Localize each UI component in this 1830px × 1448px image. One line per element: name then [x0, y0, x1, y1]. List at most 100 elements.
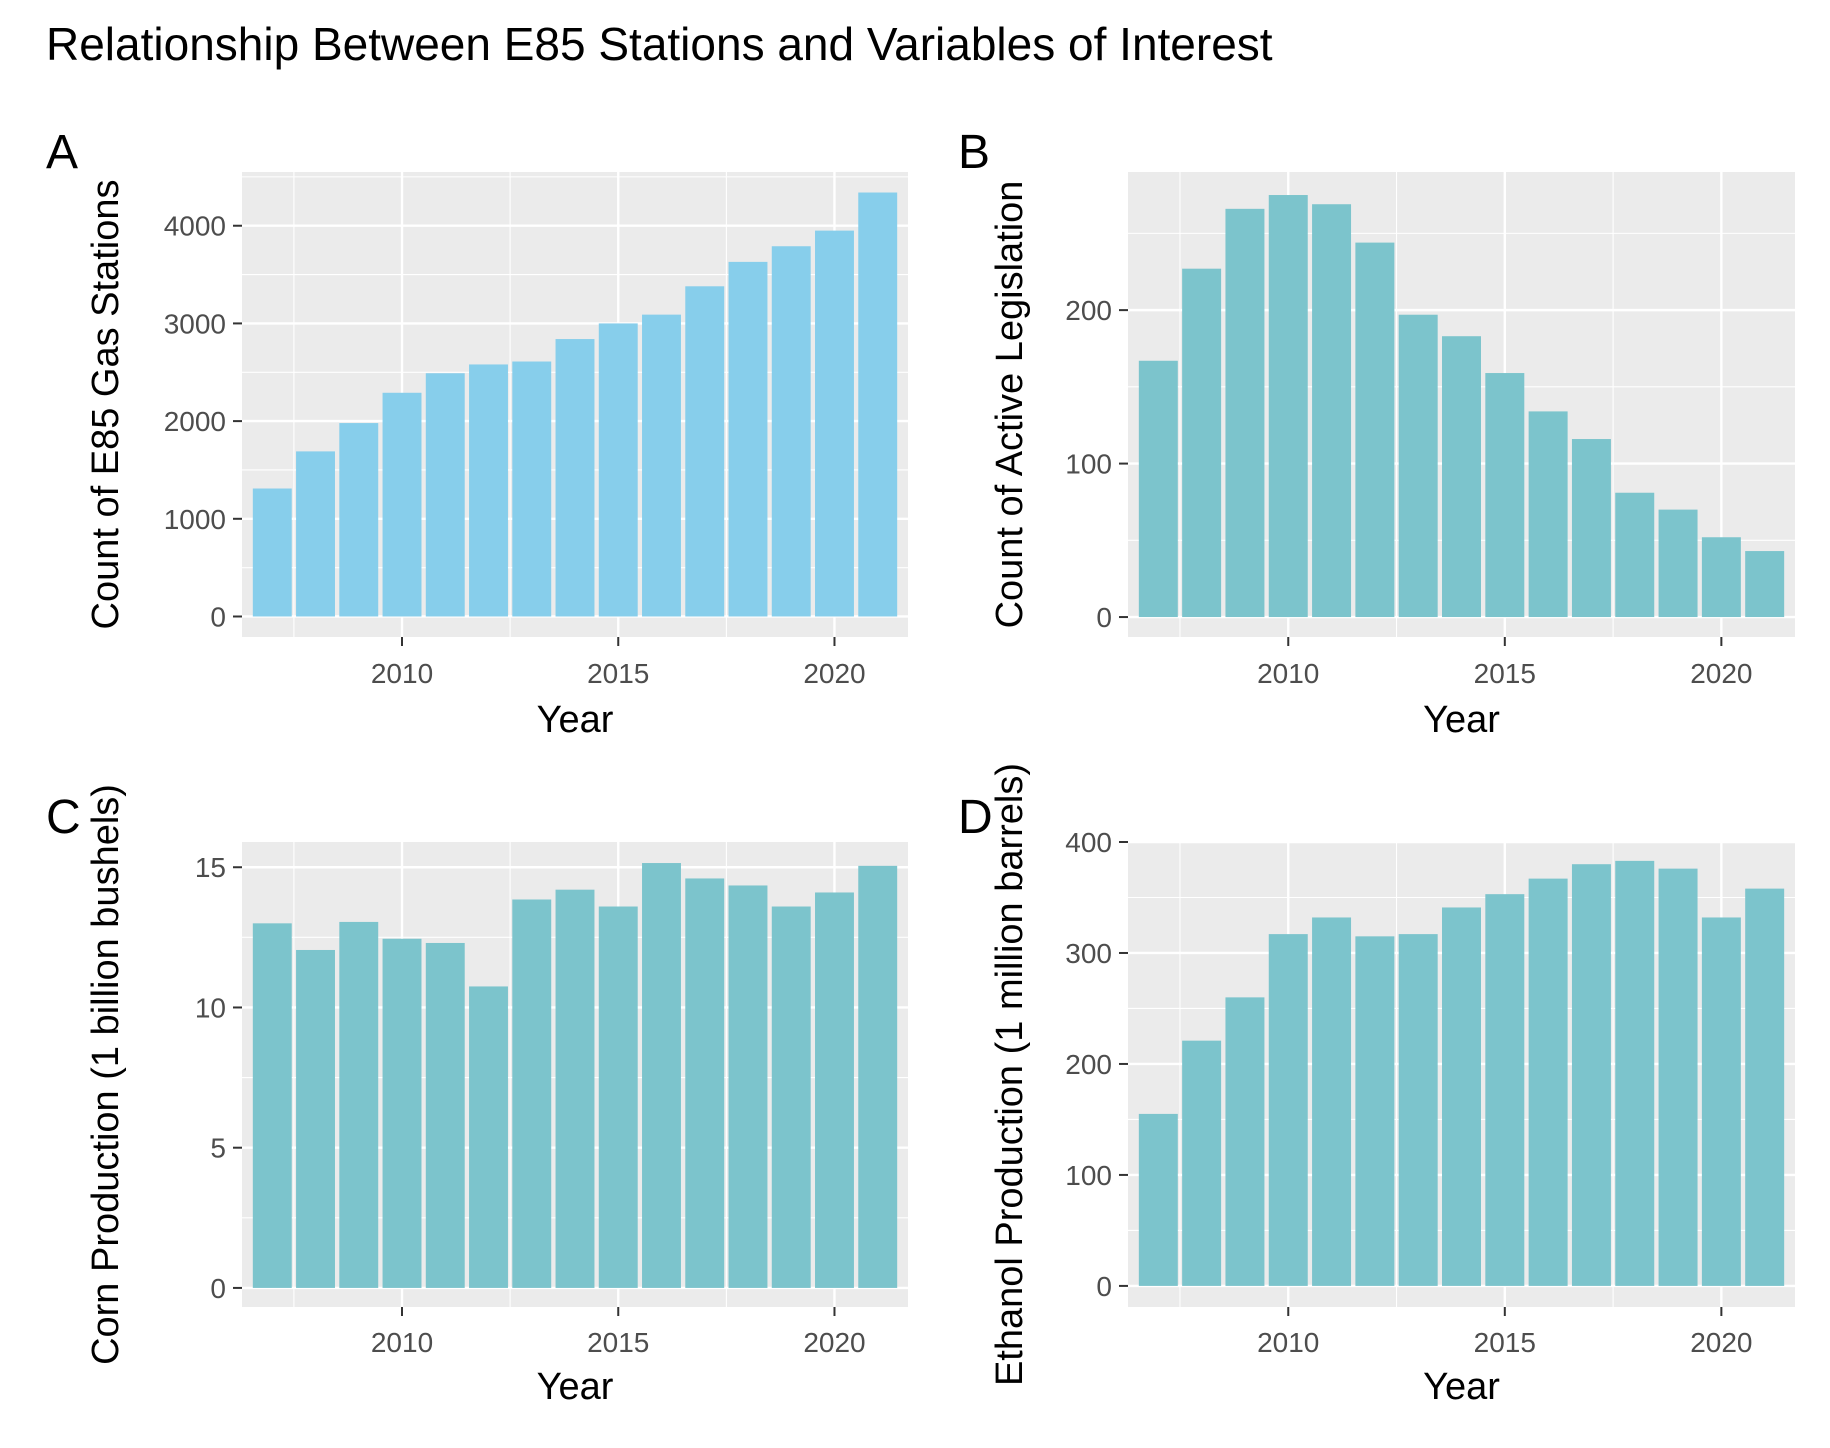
y-tick-label: 200: [1065, 295, 1112, 326]
x-tick-label: 2020: [803, 1327, 865, 1358]
y-tick-label: 400: [1065, 827, 1112, 858]
bar-2010: [382, 938, 422, 1288]
x-tick-label: 2010: [1257, 1327, 1319, 1358]
x-tick-label: 2020: [1690, 658, 1752, 689]
bar-2018: [1615, 492, 1655, 618]
x-axis-title: Year: [537, 699, 614, 741]
bar-2011: [1312, 917, 1352, 1286]
bar-2017: [685, 878, 725, 1288]
bar-2016: [1528, 411, 1568, 618]
bar-2008: [296, 949, 335, 1288]
y-tick-label: 4000: [164, 211, 226, 242]
bar-2007: [252, 923, 292, 1288]
bar-2019: [1658, 868, 1698, 1286]
bar-2021: [1745, 888, 1785, 1286]
bar-2021: [858, 192, 898, 617]
bar-2009: [339, 423, 379, 617]
panel-a: 0 1000 2000 3000 4000 2010 2015 2020 Year Count o…: [46, 126, 908, 741]
bar-2011: [425, 942, 465, 1288]
bar-2014: [1442, 907, 1481, 1286]
y-tick-label: 2000: [164, 406, 226, 437]
bar-2011: [1312, 204, 1352, 618]
bar-2009: [339, 921, 379, 1288]
bar-2014: [555, 339, 595, 617]
bar-2015: [598, 323, 638, 617]
bar-2018: [728, 261, 768, 617]
bar-2015: [598, 906, 638, 1288]
x-tick-label: 2020: [1690, 1327, 1752, 1358]
bar-2020: [1701, 537, 1741, 618]
bar-2013: [1398, 934, 1438, 1286]
bar-2021: [858, 865, 898, 1288]
x-tick-label: 2015: [1474, 1327, 1536, 1358]
y-tick-label: 200: [1065, 1049, 1112, 1080]
x-tick-label: 2010: [1257, 658, 1319, 689]
y-tick-label: 5: [210, 1133, 226, 1164]
bar-2007: [252, 488, 292, 617]
x-tick-label: 2015: [587, 658, 649, 689]
y-tick-label: 3000: [164, 308, 226, 339]
x-tick-label: 2015: [587, 1327, 649, 1358]
bar-2008: [296, 451, 335, 617]
panel-d: 0 100 200 300 400 2010 2015 2020 Year Ethanol Pro…: [958, 763, 1795, 1408]
bar-2013: [512, 899, 552, 1288]
x-tick-label: 2015: [1474, 658, 1536, 689]
bar-2009: [1225, 208, 1265, 618]
y-tick-label: 0: [210, 601, 226, 632]
bar-2015: [1485, 373, 1525, 618]
bar-2016: [642, 314, 681, 617]
bar-2014: [1442, 336, 1481, 618]
panel-tag-a: A: [46, 126, 78, 179]
bar-2010: [382, 392, 422, 617]
bar-2009: [1225, 997, 1265, 1286]
figure-title: Relationship Between E85 Stations and Va…: [46, 18, 1273, 70]
panel-c: 0 5 10 15 2010 2015 2020 Year Corn Production (1…: [46, 784, 908, 1408]
x-tick-label: 2010: [371, 1327, 433, 1358]
y-tick-label: 0: [1096, 1271, 1112, 1302]
bar-2018: [728, 885, 768, 1288]
bar-2016: [1528, 878, 1568, 1286]
x-axis-title: Year: [537, 1366, 614, 1408]
bar-2012: [1355, 936, 1395, 1286]
bar-2008: [1182, 268, 1222, 618]
x-axis-title: Year: [1423, 1366, 1500, 1408]
bar-2019: [1658, 509, 1698, 618]
bar-2014: [555, 889, 595, 1288]
x-axis-title: Year: [1423, 699, 1500, 741]
panel-b: 0 100 200 2010 2015 2020 Year Count of Active L…: [958, 126, 1795, 741]
bar-2018: [1615, 860, 1655, 1286]
bar-2012: [469, 986, 508, 1288]
bar-2010: [1268, 934, 1308, 1286]
bar-2011: [425, 373, 465, 617]
panel-tag-c: C: [46, 791, 81, 844]
bar-2016: [642, 863, 681, 1288]
bar-2012: [469, 364, 508, 617]
y-axis-title: Ethanol Production (1 million barrels): [989, 763, 1031, 1386]
panel-tag-b: B: [958, 126, 990, 179]
bar-2017: [685, 286, 725, 617]
bar-2010: [1268, 195, 1308, 618]
bar-2020: [1701, 917, 1741, 1286]
bar-2007: [1138, 1113, 1178, 1286]
bar-2019: [771, 246, 811, 617]
y-tick-label: 15: [195, 852, 226, 883]
bar-2013: [1398, 314, 1438, 618]
bar-2020: [815, 892, 854, 1288]
bar-2008: [1182, 1040, 1222, 1286]
y-tick-label: 100: [1065, 449, 1112, 480]
y-tick-label: 100: [1065, 1160, 1112, 1191]
y-axis-title: Corn Production (1 billion bushels): [85, 784, 127, 1365]
bar-2015: [1485, 894, 1525, 1286]
bar-2013: [512, 361, 552, 617]
x-tick-label: 2020: [803, 658, 865, 689]
x-tick-label: 2010: [371, 658, 433, 689]
bar-2012: [1355, 242, 1395, 618]
y-axis-title: Count of Active Legislation: [989, 181, 1031, 629]
y-tick-label: 0: [210, 1273, 226, 1304]
panel-tag-d: D: [958, 791, 993, 844]
bar-2020: [815, 230, 854, 617]
bar-2021: [1745, 551, 1785, 618]
y-tick-label: 0: [1096, 602, 1112, 633]
bar-2017: [1571, 439, 1611, 618]
